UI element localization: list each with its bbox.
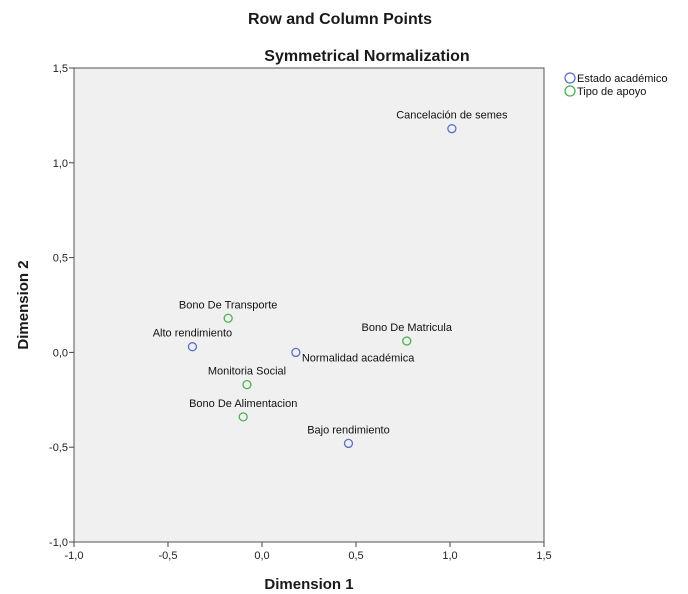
legend-marker — [564, 85, 576, 97]
x-tick-label: 1,5 — [536, 550, 551, 562]
x-axis-title: Dimension 1 — [264, 576, 353, 593]
chart-title: Row and Column Points — [248, 11, 432, 28]
point-label: Cancelación de semes — [396, 110, 508, 122]
chart-subtitle: Symmetrical Normalization — [264, 48, 469, 65]
axis-ticks: -1,0 -0,5 0,0 0,5 1,0 1,5 -1,0 -0,5 0,0 0,5 1,0 1,5 — [49, 63, 552, 562]
x-tick-label: -1,0 — [65, 550, 84, 562]
data-point — [238, 412, 248, 422]
legend-label: Tipo de apoyo — [577, 86, 646, 98]
data-point — [223, 313, 233, 323]
point-label: Bono De Alimentacion — [189, 398, 297, 410]
y-tick-label: -1,0 — [49, 537, 68, 549]
legend-label: Estado académico — [577, 73, 668, 85]
y-tick-label: 1,5 — [53, 63, 68, 75]
x-tick-label: 0,0 — [254, 550, 269, 562]
x-tick-label: -0,5 — [159, 550, 178, 562]
x-tick-label: 0,5 — [348, 550, 363, 562]
point-label: Bajo rendimiento — [307, 424, 390, 436]
y-tick-label: 1,0 — [53, 158, 68, 170]
point-label: Normalidad académica — [302, 352, 415, 364]
plot-area — [73, 67, 545, 543]
point-label: Monitoria Social — [208, 366, 286, 378]
y-tick-label: 0,5 — [53, 253, 68, 265]
point-label: Bono De Matricula — [362, 322, 453, 334]
x-tick-label: 1,0 — [442, 550, 457, 562]
data-point — [402, 336, 412, 346]
data-point — [242, 379, 252, 390]
data-point — [291, 347, 301, 358]
y-tick-label: -0,5 — [49, 442, 68, 454]
point-label: Bono De Transporte — [179, 299, 277, 311]
data-point — [187, 342, 198, 352]
y-tick-label: 0,0 — [53, 347, 68, 359]
y-axis-title: Dimension 2 — [15, 260, 32, 349]
data-points: Cancelación de semes Alto rendimiento Norm… — [153, 110, 508, 449]
data-point — [447, 124, 457, 134]
point-label: Alto rendimiento — [153, 328, 233, 340]
legend-marker — [564, 72, 576, 84]
data-point — [343, 438, 354, 449]
